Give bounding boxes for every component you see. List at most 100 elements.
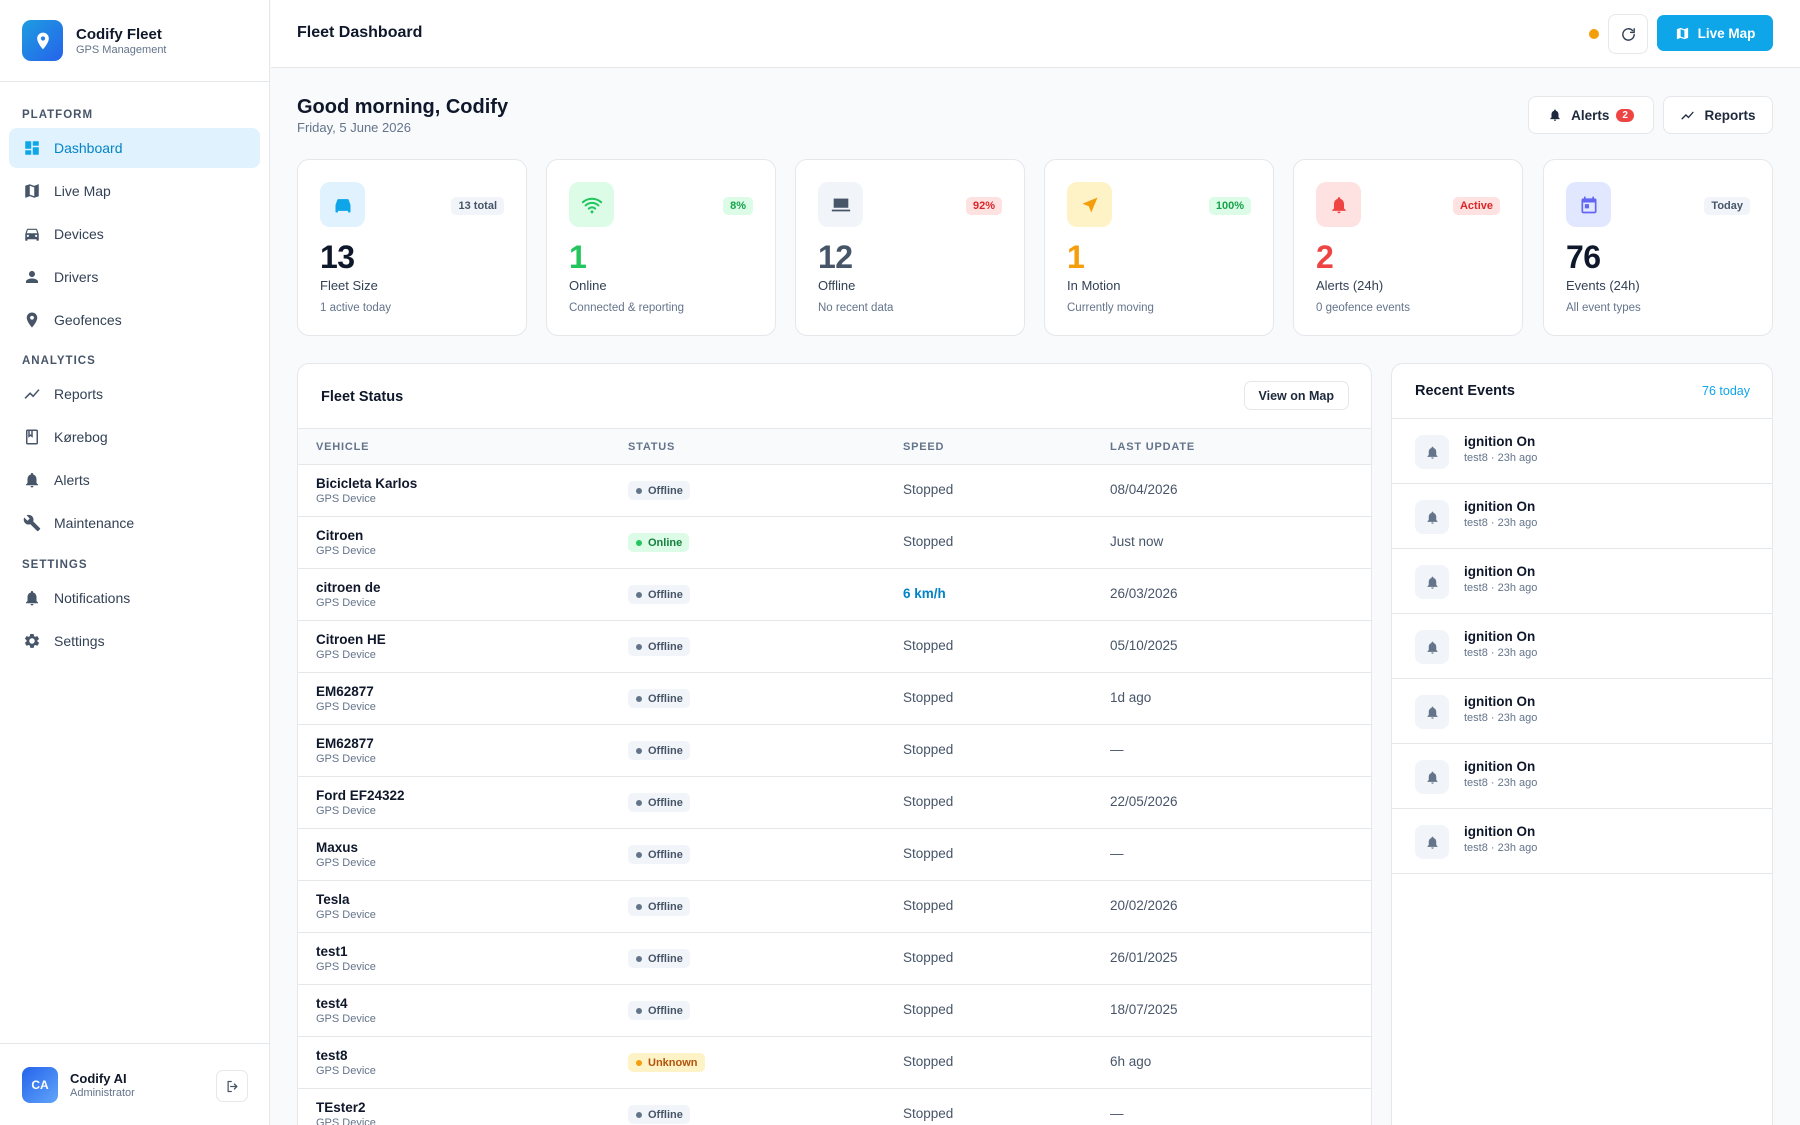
event-meta: test8 · 23h ago (1464, 517, 1538, 529)
sidebar-item-label: Reports (54, 386, 104, 402)
alerts-button[interactable]: Alerts 2 (1528, 96, 1654, 134)
vehicle-type: GPS Device (316, 753, 376, 765)
refresh-icon (1621, 27, 1635, 41)
table-row[interactable]: citroen de GPS Device Offline 6 km/h 26/03/2… (298, 569, 1371, 621)
event-item[interactable]: ignition On test8 · 23h ago (1392, 484, 1772, 549)
table-row[interactable]: Bicicleta Karlos GPS Device Offline Stopped… (298, 465, 1371, 517)
column-header-last-update[interactable]: LAST UPDATE (1110, 441, 1195, 453)
sidebar-item-geofences[interactable]: Geofences (9, 300, 260, 340)
event-item[interactable]: ignition On test8 · 23h ago (1392, 809, 1772, 874)
vehicle-name: test8 (316, 1048, 348, 1063)
stat-card-alerts[interactable]: Active 2 Alerts (24h) 0 geofence events (1293, 159, 1523, 336)
table-row[interactable]: Tesla GPS Device Offline Stopped 20/02/2026 (298, 881, 1371, 933)
sidebar-item-dashboard[interactable]: Dashboard (9, 128, 260, 168)
greeting: Good morning, Codify (297, 96, 509, 118)
navigation-icon (1067, 182, 1112, 227)
reports-button[interactable]: Reports (1663, 96, 1773, 134)
stat-badge: 8% (723, 197, 753, 215)
stat-card-offline[interactable]: 92% 12 Offline No recent data (795, 159, 1025, 336)
alerts-button-label: Alerts (1571, 107, 1610, 123)
sidebar-item-korebog[interactable]: Kørebog (9, 417, 260, 457)
sidebar-item-settings[interactable]: Settings (9, 621, 260, 661)
view-on-map-button[interactable]: View on Map (1243, 381, 1349, 410)
live-map-button[interactable]: Live Map (1657, 15, 1773, 51)
sidebar-item-alerts[interactable]: Alerts (9, 460, 260, 500)
book-icon (26, 429, 38, 445)
table-row[interactable]: test1 GPS Device Offline Stopped 26/01/2025 (298, 933, 1371, 985)
sidebar-item-devices[interactable]: Devices (9, 214, 260, 254)
trend-icon (24, 389, 40, 399)
last-update: 26/03/2026 (1110, 586, 1178, 601)
last-update: Just now (1110, 534, 1164, 549)
stat-badge: 100% (1208, 197, 1251, 215)
event-item[interactable]: ignition On test8 · 23h ago (1392, 679, 1772, 744)
sidebar-item-reports[interactable]: Reports (9, 374, 260, 414)
sidebar-item-label: Devices (54, 226, 104, 242)
sidebar-item-label: Settings (54, 633, 105, 649)
events-today-link[interactable]: 76 today (1702, 384, 1750, 398)
stat-label: Offline (818, 278, 856, 293)
event-item[interactable]: ignition On test8 · 23h ago (1392, 419, 1772, 484)
sidebar-item-label: Maintenance (54, 515, 135, 531)
stat-badge: 13 total (451, 197, 504, 215)
sidebar-item-notifications[interactable]: Notifications (9, 578, 260, 618)
location-pin-icon (22, 20, 63, 61)
status-label: Offline (648, 588, 683, 601)
bell-icon (1316, 182, 1361, 227)
vehicle-type: GPS Device (316, 1065, 376, 1077)
status-label: Offline (648, 796, 683, 809)
table-row[interactable]: Ford EF24322 GPS Device Offline Stopped 22/0… (298, 777, 1371, 829)
table-row[interactable]: Maxus GPS Device Offline Stopped — (298, 829, 1371, 881)
event-item[interactable]: ignition On test8 · 23h ago (1392, 549, 1772, 614)
event-meta: test8 · 23h ago (1464, 712, 1538, 724)
sidebar-item-label: Kørebog (54, 429, 108, 445)
logout-button[interactable] (216, 1070, 248, 1102)
table-row[interactable]: test4 GPS Device Offline Stopped 18/07/2025 (298, 985, 1371, 1037)
event-item[interactable]: ignition On test8 · 23h ago (1392, 614, 1772, 679)
sidebar-item-live-map[interactable]: Live Map (9, 171, 260, 211)
stat-card-events[interactable]: Today 76 Events (24h) All event types (1543, 159, 1773, 336)
sidebar-item-label: Alerts (54, 472, 90, 488)
table-row[interactable]: EM62877 GPS Device Offline Stopped 1d ago (298, 673, 1371, 725)
fleet-status-panel: Fleet Status View on Map VEHICLE STATUS … (297, 363, 1372, 1125)
stat-subtext: Connected & reporting (569, 302, 685, 314)
recent-events-title: Recent Events (1415, 383, 1515, 399)
last-update: 22/05/2026 (1110, 794, 1178, 809)
status-badge: Unknown (628, 1053, 705, 1072)
column-header-status[interactable]: STATUS (628, 441, 676, 453)
vehicle-type: GPS Device (316, 701, 376, 713)
sidebar-item-drivers[interactable]: Drivers (9, 257, 260, 297)
bell-icon (1415, 695, 1449, 729)
sidebar: Codify Fleet GPS Management PLATFORM Das… (0, 0, 270, 1125)
recent-events-panel: Recent Events 76 today ignition On test8 … (1391, 363, 1773, 1125)
car-icon (320, 182, 365, 227)
vehicle-name: Tesla (316, 892, 350, 907)
column-header-speed[interactable]: SPEED (903, 441, 945, 453)
status-label: Offline (648, 640, 683, 653)
stat-badge: Active (1452, 197, 1500, 215)
stat-value: 2 (1316, 239, 1334, 275)
table-row[interactable]: test8 GPS Device Unknown Stopped 6h ago (298, 1037, 1371, 1089)
sidebar-item-maintenance[interactable]: Maintenance (9, 503, 260, 543)
status-badge: Offline (628, 741, 690, 760)
event-item[interactable]: ignition On test8 · 23h ago (1392, 744, 1772, 809)
table-row[interactable]: Citroen HE GPS Device Offline Stopped 05/10/… (298, 621, 1371, 673)
vehicle-type: GPS Device (316, 1013, 376, 1025)
table-row[interactable]: EM62877 GPS Device Offline Stopped — (298, 725, 1371, 777)
avatar: CA (22, 1066, 58, 1103)
bell-icon (1415, 565, 1449, 599)
stat-label: Alerts (24h) (1316, 278, 1384, 293)
vehicle-type: GPS Device (316, 649, 376, 661)
stat-card-online[interactable]: 8% 1 Online Connected & reporting (546, 159, 776, 336)
table-row[interactable]: Citroen GPS Device Online Stopped Just now (298, 517, 1371, 569)
refresh-button[interactable] (1608, 14, 1648, 54)
stat-card-in-motion[interactable]: 100% 1 In Motion Currently moving (1044, 159, 1274, 336)
person-icon (26, 271, 38, 283)
vehicle-speed: Stopped (903, 482, 954, 497)
column-header-vehicle[interactable]: VEHICLE (316, 441, 370, 453)
vehicle-name: EM62877 (316, 684, 374, 699)
nav-section-analytics: ANALYTICS (22, 355, 96, 367)
table-row[interactable]: TEster2 GPS Device Offline Stopped — (298, 1089, 1371, 1125)
stat-label: In Motion (1067, 278, 1121, 293)
stat-card-fleet-size[interactable]: 13 total 13 Fleet Size 1 active today (297, 159, 527, 336)
